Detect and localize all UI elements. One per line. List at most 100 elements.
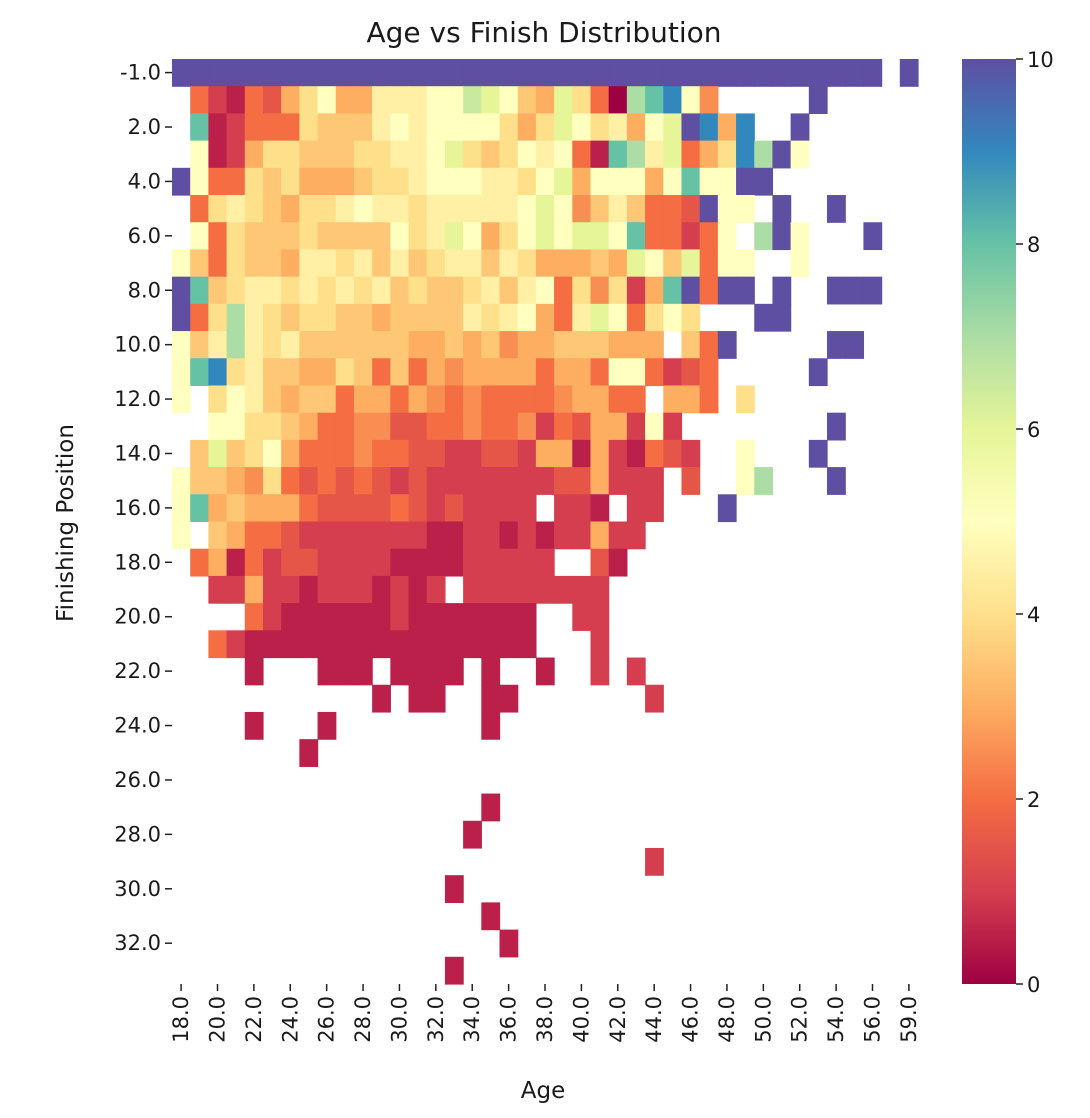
heatmap-cell	[335, 412, 355, 441]
heatmap-cell	[481, 276, 501, 305]
heatmap-cell	[554, 86, 573, 115]
heatmap-cell	[299, 303, 319, 332]
heatmap-cell	[572, 59, 592, 87]
y-tick-label: -1.0	[120, 61, 161, 85]
heatmap-cell	[772, 140, 792, 169]
heatmap-cell	[499, 412, 519, 441]
heatmap-cell	[317, 575, 337, 604]
heatmap-cell	[317, 412, 337, 441]
heatmap-cell	[827, 195, 846, 223]
heatmap-cell	[299, 467, 319, 495]
heatmap-cell	[517, 603, 537, 631]
heatmap-cell	[262, 140, 282, 169]
heatmap-cell	[390, 494, 410, 523]
heatmap-cell	[281, 385, 300, 414]
heatmap-cell	[463, 331, 482, 359]
heatmap-cell	[608, 467, 628, 495]
heatmap-cell	[208, 412, 228, 441]
heatmap-cell	[335, 385, 355, 414]
heatmap-cell	[172, 331, 191, 359]
heatmap-cell	[281, 86, 300, 115]
heatmap-cell	[645, 167, 664, 196]
x-tick-label: 54.0	[824, 996, 848, 1043]
heatmap-cell	[317, 331, 337, 359]
heatmap-cell	[754, 467, 774, 495]
heatmap-cell	[299, 439, 319, 468]
heatmap-cell	[390, 385, 410, 414]
heatmap-cell	[681, 59, 701, 87]
heatmap-cell	[299, 331, 319, 359]
heatmap-cell	[281, 331, 300, 359]
heatmap-cell	[444, 956, 464, 985]
heatmap-cell	[190, 276, 209, 305]
heatmap-cell	[372, 412, 391, 441]
heatmap-cell	[481, 358, 501, 387]
heatmap-cell	[608, 548, 628, 577]
heatmap-cell	[262, 603, 282, 631]
heatmap-cell	[372, 222, 391, 251]
heatmap-cell	[499, 929, 519, 958]
heatmap-cell	[554, 412, 573, 441]
heatmap-cell	[244, 358, 264, 387]
y-tick-label: 6.0	[128, 224, 161, 248]
heatmap-cell	[572, 276, 592, 305]
heatmap-cell	[390, 222, 410, 251]
heatmap-cell	[572, 249, 592, 278]
heatmap-cell	[244, 657, 264, 686]
heatmap-cell	[190, 303, 209, 332]
heatmap-cell	[681, 331, 701, 359]
heatmap-cell	[554, 222, 573, 251]
heatmap-cell	[353, 521, 373, 550]
heatmap-cell	[499, 86, 519, 115]
heatmap-cell	[444, 603, 464, 631]
heatmap-cell	[317, 113, 337, 142]
heatmap-cell	[444, 657, 464, 686]
heatmap-cell	[444, 548, 464, 577]
heatmap-cell	[626, 385, 646, 414]
heatmap-cell	[499, 358, 519, 387]
heatmap-cell	[444, 494, 464, 523]
heatmap-cell	[554, 385, 573, 414]
heatmap-cell	[281, 59, 300, 87]
heatmap-cell	[353, 575, 373, 604]
heatmap-cell	[281, 548, 300, 577]
heatmap-cell	[244, 249, 264, 278]
heatmap-cell	[717, 140, 737, 169]
heatmap-cell	[645, 439, 664, 468]
heatmap-cell	[372, 630, 391, 659]
heatmap-cell	[590, 467, 610, 495]
heatmap-cell	[645, 494, 664, 523]
heatmap-cell	[208, 548, 228, 577]
heatmap-cell	[481, 548, 501, 577]
heatmap-cell	[499, 630, 519, 659]
y-tick-label: 16.0	[114, 496, 161, 520]
heatmap-cell	[736, 467, 755, 495]
heatmap-cell	[372, 249, 391, 278]
heatmap-cell	[281, 467, 300, 495]
heatmap-cell	[335, 603, 355, 631]
heatmap-cell	[408, 630, 428, 659]
heatmap-cell	[626, 303, 646, 332]
heatmap-cell	[554, 439, 573, 468]
heatmap-cell	[172, 385, 191, 414]
heatmap-cell	[244, 140, 264, 169]
heatmap-cell	[299, 575, 319, 604]
heatmap-cell	[172, 167, 191, 196]
y-tick-label: 20.0	[114, 605, 161, 629]
heatmap-cell	[444, 331, 464, 359]
heatmap-cell	[590, 385, 610, 414]
heatmap-cell	[481, 412, 501, 441]
heatmap-cell	[699, 59, 719, 87]
heatmap-cell	[317, 59, 337, 87]
heatmap-cell	[208, 303, 228, 332]
y-tick-label: 8.0	[128, 278, 161, 302]
heatmap-cell	[626, 167, 646, 196]
heatmap-cell	[663, 59, 683, 87]
heatmap-cell	[281, 222, 300, 251]
heatmap-cell	[299, 140, 319, 169]
heatmap-cell	[808, 59, 828, 87]
heatmap-cell	[335, 140, 355, 169]
heatmap-cell	[208, 249, 228, 278]
heatmap-cell	[281, 494, 300, 523]
heatmap-cell	[335, 276, 355, 305]
